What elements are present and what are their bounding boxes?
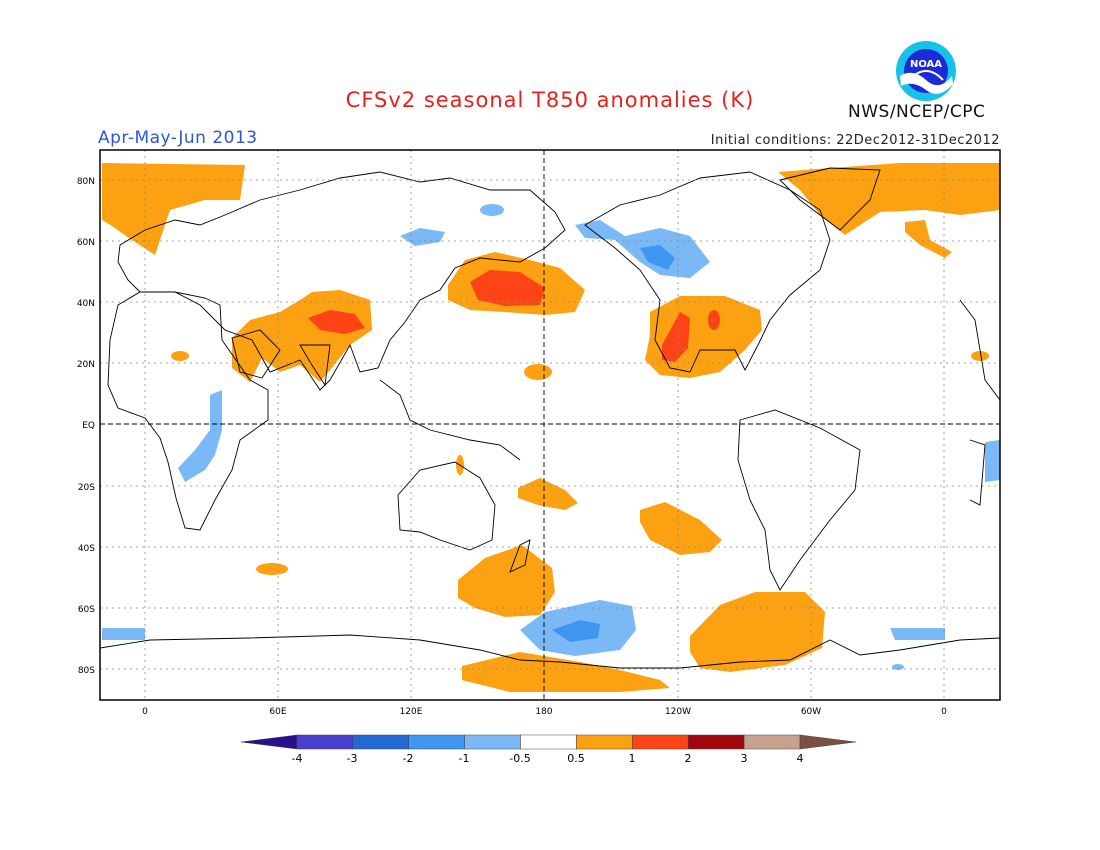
lat-label-20s: 20S xyxy=(78,483,95,493)
legend-label-minus-0-5: -0.5 xyxy=(509,752,530,765)
lon-label-120w: 120W xyxy=(665,707,691,717)
lat-label-80s: 80S xyxy=(78,666,95,676)
lon-label-180: 180 xyxy=(535,707,552,717)
legend-label-4: 4 xyxy=(797,752,804,765)
legend-swatch xyxy=(632,734,689,750)
season-label: Apr-May-Jun 2013 xyxy=(98,128,258,148)
legend-label-3: 3 xyxy=(741,752,748,765)
legend-swatch xyxy=(743,734,801,750)
coastlines xyxy=(100,167,1000,669)
lat-label-40n: 40N xyxy=(77,299,95,309)
strong-cool-anomaly-regions xyxy=(552,245,675,642)
lat-label-40s: 40S xyxy=(78,544,95,554)
map-title: CFSv2 seasonal T850 anomalies (K) xyxy=(345,88,755,112)
legend-label-minus-2: -2 xyxy=(403,752,414,765)
legend-label-1: 1 xyxy=(629,752,636,765)
equator-dateline xyxy=(100,150,1000,700)
legend-swatch xyxy=(352,734,409,750)
lat-label-80n: 80N xyxy=(77,177,95,187)
longitude-labels: 0 60E 120E 180 120W 60W 0 xyxy=(142,707,947,717)
legend-swatches xyxy=(240,734,856,750)
latitude-labels: 80N 60N 40N 20N EQ 20S 40S 60S 80S xyxy=(77,177,95,676)
legend-swatch xyxy=(687,734,745,750)
agency-label: NWS/NCEP/CPC xyxy=(848,102,986,122)
legend-labels: -4 -3 -2 -1 -0.5 0.5 1 2 3 4 xyxy=(292,752,804,765)
legend-label-minus-4: -4 xyxy=(292,752,303,765)
lon-label-0-right: 0 xyxy=(941,707,947,717)
lat-label-eq: EQ xyxy=(82,421,95,431)
lat-label-20n: 20N xyxy=(77,360,95,370)
legend-swatch xyxy=(408,734,465,750)
legend-swatch xyxy=(520,734,577,750)
lat-label-60s: 60S xyxy=(78,605,95,615)
anomaly-fields xyxy=(102,163,1000,692)
legend-swatch xyxy=(464,734,521,750)
legend-arrow-max xyxy=(799,734,856,750)
legend-swatch xyxy=(296,734,354,750)
lon-label-60e: 60E xyxy=(269,707,286,717)
lon-label-0-left: 0 xyxy=(142,707,148,717)
strong-warm-anomaly-regions xyxy=(308,270,720,362)
legend-label-minus-1: -1 xyxy=(459,752,470,765)
legend-arrow-min xyxy=(240,734,298,750)
initial-conditions-label: Initial conditions: 22Dec2012-31Dec2012 xyxy=(710,133,1000,148)
lon-label-120e: 120E xyxy=(400,707,423,717)
map-frame xyxy=(99,149,1001,701)
legend-swatch xyxy=(576,734,633,750)
legend-label-2: 2 xyxy=(685,752,692,765)
noaa-logo-text: NOAA xyxy=(910,59,942,70)
noaa-logo-icon: NOAA xyxy=(896,41,956,101)
lon-label-60w: 60W xyxy=(801,707,821,717)
lat-label-60n: 60N xyxy=(77,238,95,248)
legend-label-minus-3: -3 xyxy=(347,752,358,765)
legend-label-0-5: 0.5 xyxy=(567,752,585,765)
gridlines xyxy=(100,150,1000,700)
